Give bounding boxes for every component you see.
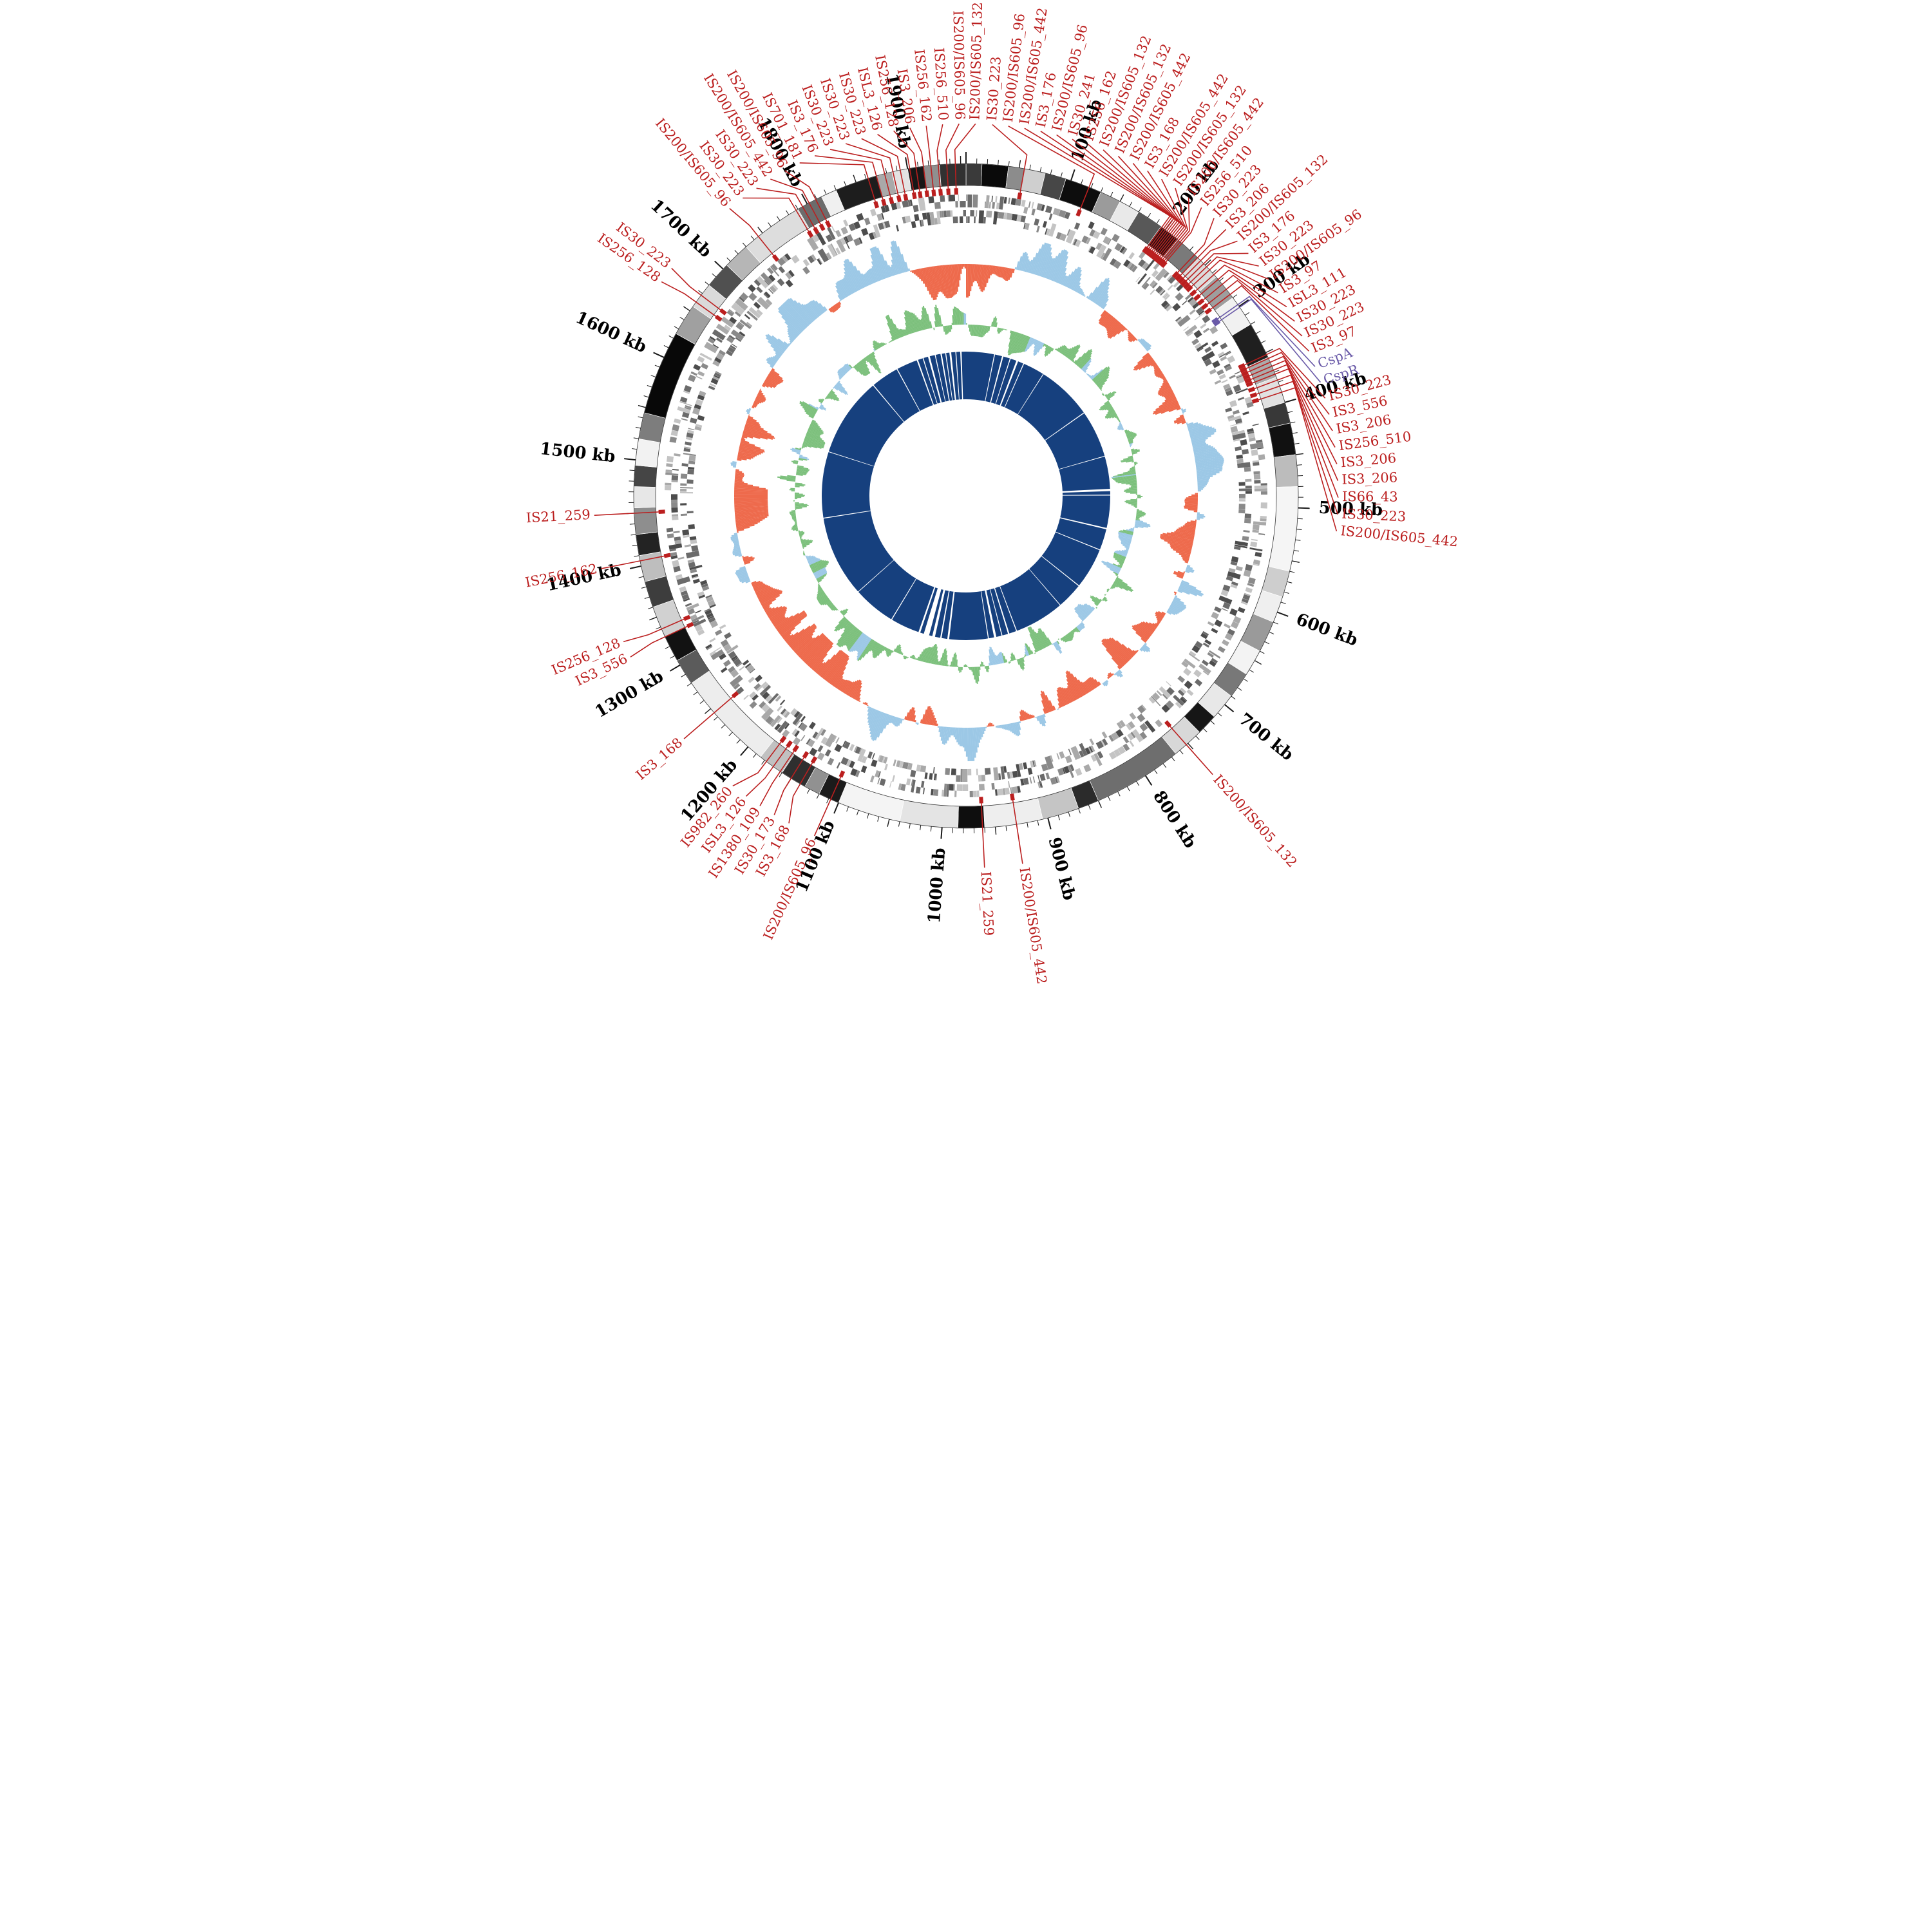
is-element-label: IS200/IS605_96 [951,10,968,120]
is-element-label: IS21_259 [978,871,997,936]
is-element-label: IS30_223 [1341,506,1406,525]
scale-label: 600 kb [1293,610,1360,650]
is-element-label: IS3_168 [633,735,685,783]
is-element-label: IS200/IS605_442 [1016,866,1050,985]
orange-blue-histogram [730,240,1224,761]
is-element-label: IS3_206 [1340,450,1397,470]
scale-label: 1000 kb [925,847,949,923]
is-element-label: IS66_43 [1342,489,1398,504]
karyotype-ring [633,163,1299,829]
scale-label: 800 kb [1149,788,1200,852]
navy-coverage-ring [822,350,1112,641]
cds-track-outer [665,194,1267,797]
green-histogram [777,305,1151,684]
scale-label: 1500 kb [539,439,616,467]
is-element-label: IS3_206 [1341,469,1398,488]
scale-label: 700 kb [1235,710,1297,765]
page: { "figure": {"background": "#ffffff", "d… [470,0,1462,992]
genome-figure: 100 kb 200 kb 300 kb 400 kb 500 kb 600 kb 700 … [470,0,1462,992]
scale-label: 900 kb [1045,835,1079,902]
scale-label: 1600 kb [573,308,649,357]
scale-label: 500 kb [1318,498,1383,520]
annotation-labels: IS30_223 IS200/IS605_96 IS200/IS605_442 IS3… [524,2,1459,985]
is-element-label: IS200/IS605_132 [967,2,985,120]
cds-track-inner [680,209,1252,782]
leader-lines [594,123,1339,868]
is-element-label: IS256_510 [931,47,951,121]
is-element-label: IS200/IS605_442 [1340,523,1459,549]
is-element-label: IS200/IS605_132 [1210,772,1300,870]
is-element-label: IS21_259 [526,507,591,526]
